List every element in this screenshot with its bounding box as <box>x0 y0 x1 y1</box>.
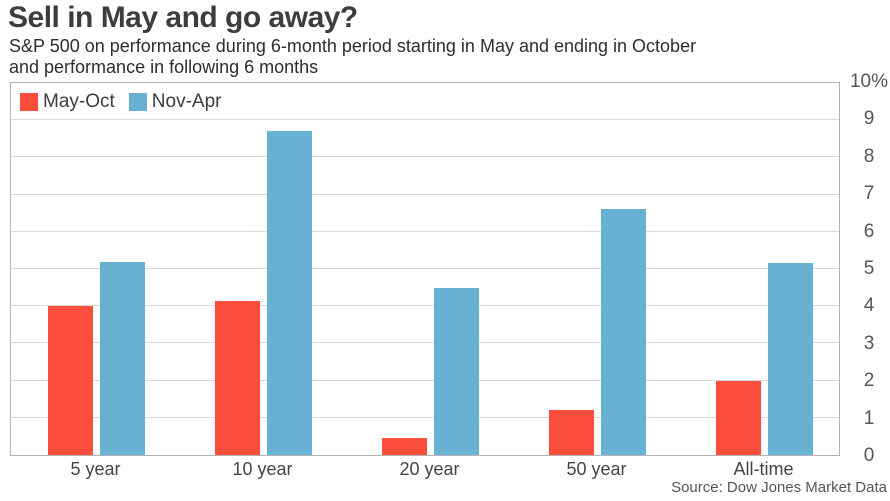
bar-nov-apr-20-year <box>434 288 479 455</box>
y-tick-label-4: 4 <box>863 295 875 317</box>
bar-may-oct-10-year <box>215 301 260 455</box>
legend: May-Oct Nov-Apr <box>20 91 221 113</box>
legend-label-nov-apr: Nov-Apr <box>151 91 222 112</box>
chart-subtitle: S&P 500 on performance during 6-month pe… <box>9 36 696 78</box>
x-tick-label-10-year: 10 year <box>232 459 293 479</box>
y-tick-label-3: 3 <box>863 332 875 354</box>
y-tick-label-7: 7 <box>863 183 875 205</box>
gridline-6 <box>11 230 839 232</box>
gridline-5 <box>11 268 839 269</box>
bar-nov-apr-5-year <box>100 262 145 455</box>
bar-nov-apr-50-year <box>601 209 646 455</box>
bar-nov-apr-all-time <box>768 263 813 455</box>
gridline-1 <box>11 416 839 418</box>
plot-area: May-Oct Nov-Apr <box>10 82 840 456</box>
legend-swatch-may-oct <box>20 93 38 111</box>
y-tick-label-6: 6 <box>863 220 875 242</box>
gridline-2 <box>11 379 839 381</box>
y-tick-label-1: 1 <box>863 407 875 429</box>
legend-label-may-oct: May-Oct <box>43 91 115 112</box>
subtitle-line-1: S&P 500 on performance during 6-month pe… <box>9 36 697 56</box>
y-tick-label-8: 8 <box>863 145 875 167</box>
y-tick-label-2: 2 <box>863 370 875 392</box>
y-tick-label-9: 9 <box>863 108 875 130</box>
x-tick-label-20-year: 20 year <box>399 459 460 479</box>
gridline-9 <box>11 119 839 121</box>
gridline-8 <box>11 156 839 158</box>
bar-nov-apr-10-year <box>267 131 312 455</box>
page-title: Sell in May and go away? <box>8 1 358 34</box>
y-tick-label-0: 0 <box>863 445 875 466</box>
gridline-4 <box>11 305 839 307</box>
bar-may-oct-20-year <box>382 438 427 455</box>
bar-may-oct-50-year <box>549 410 594 455</box>
legend-swatch-nov-apr <box>128 93 147 111</box>
legend-item-nov-apr: Nov-Apr <box>128 91 222 113</box>
legend-item-may-oct: May-Oct <box>20 91 115 113</box>
y-axis-labels: 10% 9 8 7 6 5 4 3 2 1 0 <box>848 72 890 466</box>
gridline-7 <box>11 193 839 195</box>
x-tick-label-5-year: 5 year <box>70 459 121 479</box>
x-tick-label-50-year: 50 year <box>566 459 627 479</box>
x-axis-labels: 5 year 10 year 20 year 50 year All-time <box>10 459 840 481</box>
gridline-3 <box>11 342 839 344</box>
x-tick-label-all-time: All-time <box>733 459 794 479</box>
y-tick-label-10pct: 10% <box>849 71 889 92</box>
bar-may-oct-all-time <box>716 381 761 455</box>
subtitle-line-2: and performance in following 6 months <box>9 57 319 77</box>
source-credit: Source: Dow Jones Market Data <box>671 479 887 496</box>
bar-may-oct-5-year <box>48 306 93 455</box>
y-tick-label-5: 5 <box>863 258 875 279</box>
